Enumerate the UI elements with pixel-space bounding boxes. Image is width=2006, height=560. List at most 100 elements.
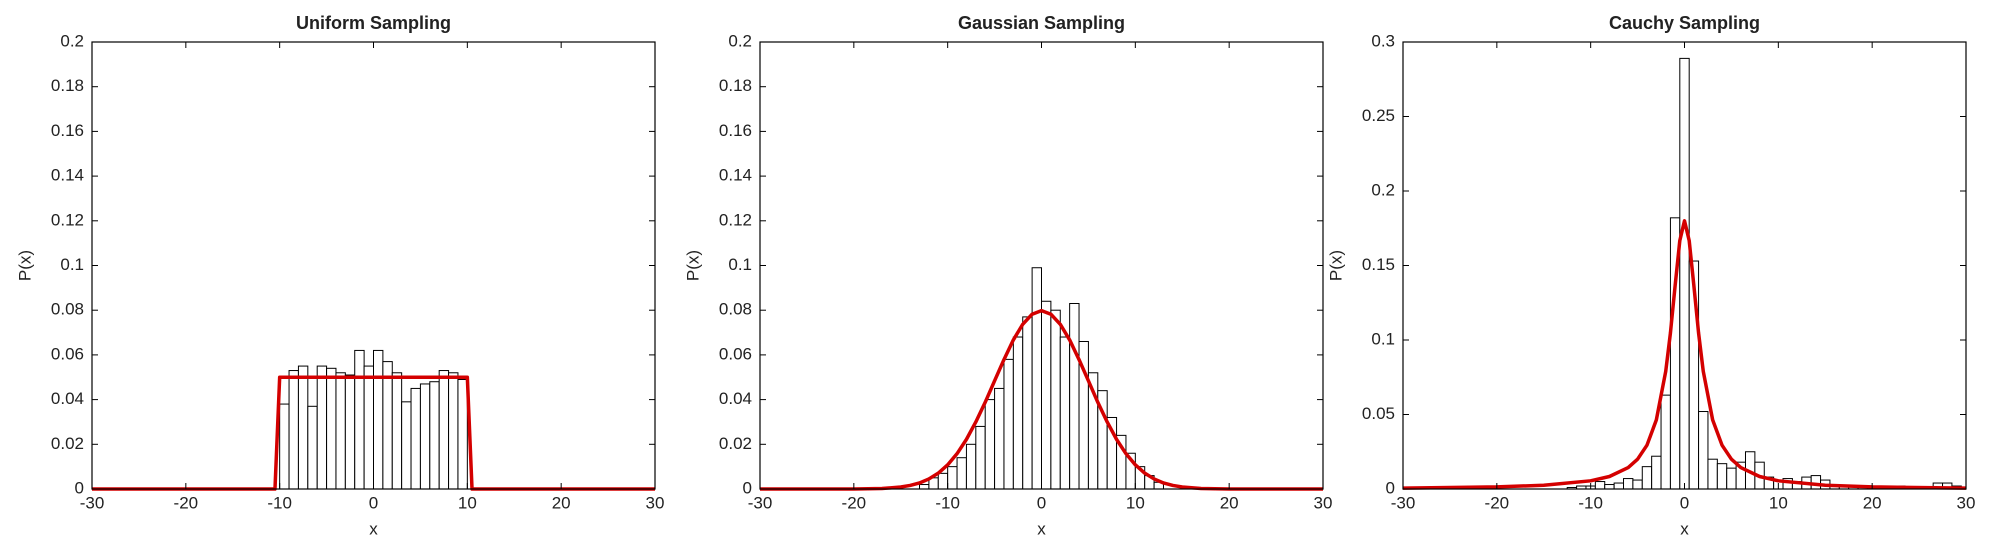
histogram-bar xyxy=(354,349,365,490)
histogram-bar xyxy=(919,484,930,490)
x-tick-label: 10 xyxy=(1769,493,1788,512)
x-tick-label: -30 xyxy=(748,493,773,512)
x-axis-label: x xyxy=(369,519,378,538)
histogram-bar xyxy=(457,378,468,490)
histogram-bar xyxy=(1651,455,1662,490)
x-tick-label: -10 xyxy=(935,493,960,512)
y-tick-label: 0.12 xyxy=(719,210,752,229)
histogram-bar xyxy=(937,472,949,490)
histogram-bar xyxy=(1050,309,1061,490)
histogram-bar xyxy=(1660,394,1671,490)
histogram-bar xyxy=(448,372,459,490)
histogram-bar xyxy=(429,381,440,490)
histogram-bar xyxy=(297,365,309,490)
x-tick-label: 20 xyxy=(1863,493,1882,512)
y-tick-label: 0.3 xyxy=(1371,31,1395,50)
histogram-bar xyxy=(438,370,450,490)
histogram-bar xyxy=(994,387,1005,490)
histogram-bar xyxy=(363,365,375,490)
histogram-bar xyxy=(373,349,384,490)
histogram-bar xyxy=(419,383,431,490)
chart-title: Uniform Sampling xyxy=(296,13,451,33)
y-tick-label: 0.1 xyxy=(728,255,752,274)
density-curve xyxy=(1402,219,1967,490)
y-tick-label: 0.15 xyxy=(1362,255,1395,274)
y-tick-label: 0.16 xyxy=(719,121,752,140)
y-tick-label: 0.1 xyxy=(60,255,84,274)
histogram-bar xyxy=(1726,467,1737,490)
histogram-bar xyxy=(1022,316,1033,490)
histogram-bar xyxy=(1003,358,1014,490)
x-tick-label: -10 xyxy=(1578,493,1603,512)
x-axis-label: x xyxy=(1037,519,1046,538)
histogram-bar xyxy=(1594,481,1606,490)
histogram-bar xyxy=(335,372,346,490)
histogram-bar xyxy=(1632,479,1643,490)
y-axis-label: P(x) xyxy=(1326,250,1345,281)
y-axis-label: P(x) xyxy=(15,250,34,281)
histogram-bar xyxy=(956,457,967,490)
y-tick-label: 0.02 xyxy=(719,434,752,453)
histogram-bar xyxy=(326,367,337,490)
histogram-bar xyxy=(984,399,996,490)
histogram-bar xyxy=(1041,300,1052,490)
histogram-bar xyxy=(1031,267,1043,490)
y-tick-label: 0.2 xyxy=(728,31,752,50)
histogram-bar xyxy=(1679,57,1690,490)
histogram-bar xyxy=(410,387,421,490)
x-tick-label: 30 xyxy=(1957,493,1976,512)
histogram-bar xyxy=(1012,336,1024,490)
y-tick-label: 0.18 xyxy=(51,76,84,95)
histogram-bar xyxy=(401,401,412,490)
histogram-bar xyxy=(279,403,290,490)
y-tick-label: 0 xyxy=(75,478,84,497)
y-tick-label: 0.18 xyxy=(719,76,752,95)
histogram-bar xyxy=(382,361,393,490)
histogram-bar xyxy=(1641,466,1653,490)
x-tick-label: 20 xyxy=(1220,493,1239,512)
histogram-bar xyxy=(307,405,318,490)
y-tick-label: 0.05 xyxy=(1362,404,1395,423)
y-tick-label: 0.06 xyxy=(719,344,752,363)
y-tick-label: 0.08 xyxy=(719,300,752,319)
histogram-bar xyxy=(1716,463,1728,490)
histogram-bar xyxy=(1059,336,1071,490)
y-tick-label: 0.2 xyxy=(60,31,84,50)
y-tick-label: 0.2 xyxy=(1371,180,1395,199)
y-tick-label: 0.1 xyxy=(1371,329,1395,348)
y-tick-label: 0.08 xyxy=(51,300,84,319)
histogram-bar xyxy=(1698,411,1709,490)
y-tick-label: 0.12 xyxy=(51,210,84,229)
y-tick-label: 0.02 xyxy=(51,434,84,453)
x-tick-label: -20 xyxy=(842,493,867,512)
x-tick-label: 30 xyxy=(1314,493,1333,512)
x-tick-label: -30 xyxy=(80,493,105,512)
histogram-bar xyxy=(288,370,299,490)
y-tick-label: 0.14 xyxy=(719,166,752,185)
histogram-bar xyxy=(975,425,986,490)
y-tick-label: 0.04 xyxy=(719,389,752,408)
x-tick-label: 0 xyxy=(1037,493,1046,512)
histogram-bar xyxy=(965,443,977,490)
histogram-bar xyxy=(316,365,328,490)
chart-title: Gaussian Sampling xyxy=(958,13,1125,33)
histogram-bar xyxy=(947,466,958,490)
histogram-bar xyxy=(344,374,356,490)
histogram-bar xyxy=(1810,475,1822,490)
histogram-bar xyxy=(1707,458,1718,490)
y-tick-label: 0 xyxy=(743,478,752,497)
histogram-bar xyxy=(1623,478,1634,490)
density-curve xyxy=(760,308,1323,491)
x-tick-label: -20 xyxy=(174,493,199,512)
x-tick-label: -30 xyxy=(1391,493,1416,512)
x-tick-label: -10 xyxy=(267,493,292,512)
histogram-bar xyxy=(1069,302,1080,490)
histogram-bar xyxy=(1604,484,1615,490)
histogram-bar xyxy=(391,372,403,490)
y-tick-label: 0.25 xyxy=(1362,106,1395,125)
x-tick-label: 0 xyxy=(369,493,378,512)
x-tick-label: 10 xyxy=(458,493,477,512)
chart-title: Cauchy Sampling xyxy=(1609,13,1760,33)
y-axis-label: P(x) xyxy=(683,250,702,281)
